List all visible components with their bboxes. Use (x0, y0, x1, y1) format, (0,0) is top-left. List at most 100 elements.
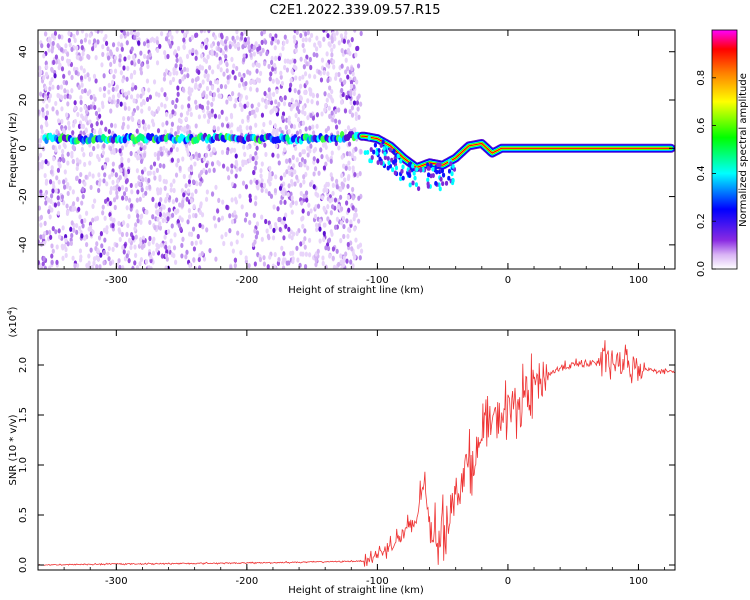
spectrogram-noise-dot (156, 106, 161, 112)
spectrogram-noise-dot (298, 151, 302, 158)
spectrogram-noise-dot (120, 145, 124, 151)
spectrogram-noise-dot (339, 99, 344, 105)
spectrogram-transition-dot (372, 149, 376, 155)
spectrogram-noise-dot (48, 93, 53, 99)
spectrogram-noise-dot (344, 251, 348, 257)
spectrogram-noise-dot (185, 53, 190, 59)
spectrogram-noise-dot (333, 197, 338, 203)
spectrogram-noise-dot (152, 170, 156, 176)
spectrogram-noise-dot (174, 209, 178, 216)
spectrogram-noise-dot (70, 153, 74, 159)
spectrogram-noise-dot (162, 178, 166, 184)
spectrogram-noise-dot (160, 87, 164, 93)
spectrogram-noise-dot (140, 244, 144, 250)
spectrogram-noise-dot (38, 143, 42, 149)
spectrogram-noise-dot (174, 172, 179, 178)
spectrogram-noise-dot (131, 82, 135, 88)
spectrogram-noise-dot (180, 188, 184, 194)
spectrogram-noise-dot (111, 42, 116, 48)
spectrogram-x-tick-label: 100 (629, 275, 648, 286)
spectrogram-noise-dot (278, 216, 282, 223)
spectrogram-noise-dot (309, 32, 314, 39)
spectrogram-noise-dot (340, 173, 344, 179)
spectrogram-noise-dot (121, 265, 125, 269)
spectrogram-noise-dot (163, 234, 167, 240)
spectrogram-noise-dot (138, 181, 142, 188)
spectrogram-noise-dot (281, 45, 285, 52)
spectrogram-noise-dot (108, 211, 112, 218)
spectrogram-noise-dot (139, 237, 143, 243)
spectrogram-noise-dot (216, 126, 220, 132)
spectrogram-transition-dot (396, 153, 400, 159)
spectrogram-noise-dot (224, 45, 228, 51)
spectrogram-noise-dot (289, 82, 293, 88)
spectrogram-noise-dot (286, 191, 290, 198)
spectrogram-noise-dot (172, 187, 176, 194)
spectrogram-noise-dot (136, 189, 140, 195)
spectrogram-noise-dot (310, 99, 314, 105)
spectrogram-transition-dot (368, 158, 372, 164)
spectrogram-noise-dot (120, 162, 124, 168)
spectrogram-noise-dot (175, 30, 179, 34)
spectrogram-noise-dot (168, 31, 172, 37)
spectrogram-noise-dot (49, 234, 53, 240)
spectrogram-noise-dot (80, 45, 84, 51)
spectrogram-noise-dot (130, 60, 134, 66)
spectrogram-noise-dot (269, 99, 274, 106)
spectrogram-noise-dot (71, 158, 75, 165)
spectrogram-noise-dot (82, 68, 86, 74)
spectrogram-noise-dot (208, 80, 213, 86)
spectrogram-noise-dot (219, 67, 223, 73)
spectrogram-x-tick-label: -300 (105, 275, 128, 286)
spectrogram-noise-dot (197, 173, 202, 179)
spectrogram-transition-dot (411, 180, 415, 186)
spectrogram-noise-dot (51, 188, 55, 194)
spectrogram-noise-dot (149, 258, 153, 264)
spectrogram-noise-dot (120, 185, 125, 191)
spectrogram-noise-dot (314, 191, 318, 197)
spectrogram-noise-dot (237, 82, 242, 89)
spectrogram-noise-dot (107, 96, 112, 102)
spectrogram-noise-dot (154, 91, 159, 97)
spectrogram-noise-dot (71, 255, 75, 261)
spectrogram-noise-dot (94, 55, 98, 61)
spectrogram-noise-dot (134, 252, 138, 259)
spectrogram-noise-dot (38, 138, 43, 144)
spectrogram-noise-dot (146, 54, 150, 61)
spectrogram-noise-dot (306, 210, 311, 217)
spectrogram-noise-dot (327, 237, 332, 243)
spectrogram-noise-dot (246, 40, 251, 46)
spectrogram-noise-dot (247, 263, 251, 269)
spectrogram-noise-dot (70, 88, 74, 94)
spectrogram-noise-dot (354, 52, 358, 58)
spectrogram-noise-dot (321, 142, 326, 148)
snr-y-tick-label: 0.5 (18, 507, 29, 523)
spectrogram-noise-dot (79, 75, 84, 81)
spectrogram-noise-dot (44, 159, 48, 165)
spectrogram-noise-dot (349, 91, 353, 97)
spectrogram-noise-dot (207, 167, 212, 174)
spectrogram-noise-dot (315, 52, 319, 58)
spectrogram-noise-dot (345, 258, 349, 264)
snr-x-tick-label: 100 (629, 576, 648, 587)
spectrogram-noise-dot (122, 30, 126, 36)
spectrogram-noise-dot (115, 190, 119, 196)
spectrogram-noise-dot (153, 151, 157, 158)
spectrogram-noise-dot (60, 34, 64, 40)
spectrogram-transition-dot (394, 165, 399, 171)
spectrogram-noise-dot (67, 120, 71, 126)
spectrogram-noise-dot (194, 49, 198, 55)
spectrogram-noise-dot (335, 30, 339, 36)
spectrogram-noise-dot (264, 188, 268, 194)
spectrogram-noise-dot (293, 88, 297, 94)
spectrogram-noise-dot (348, 108, 352, 115)
spectrogram-noise-dot (255, 230, 260, 236)
spectrogram-noise-dot (50, 67, 54, 73)
spectrogram-noise-dot (254, 160, 258, 166)
spectrogram-noise-dot (123, 105, 127, 111)
spectrogram-noise-dot (235, 65, 239, 72)
spectrogram-noise-dot (328, 85, 332, 91)
spectrogram-noise-dot (87, 260, 91, 266)
spectrogram-noise-dot (182, 37, 186, 43)
